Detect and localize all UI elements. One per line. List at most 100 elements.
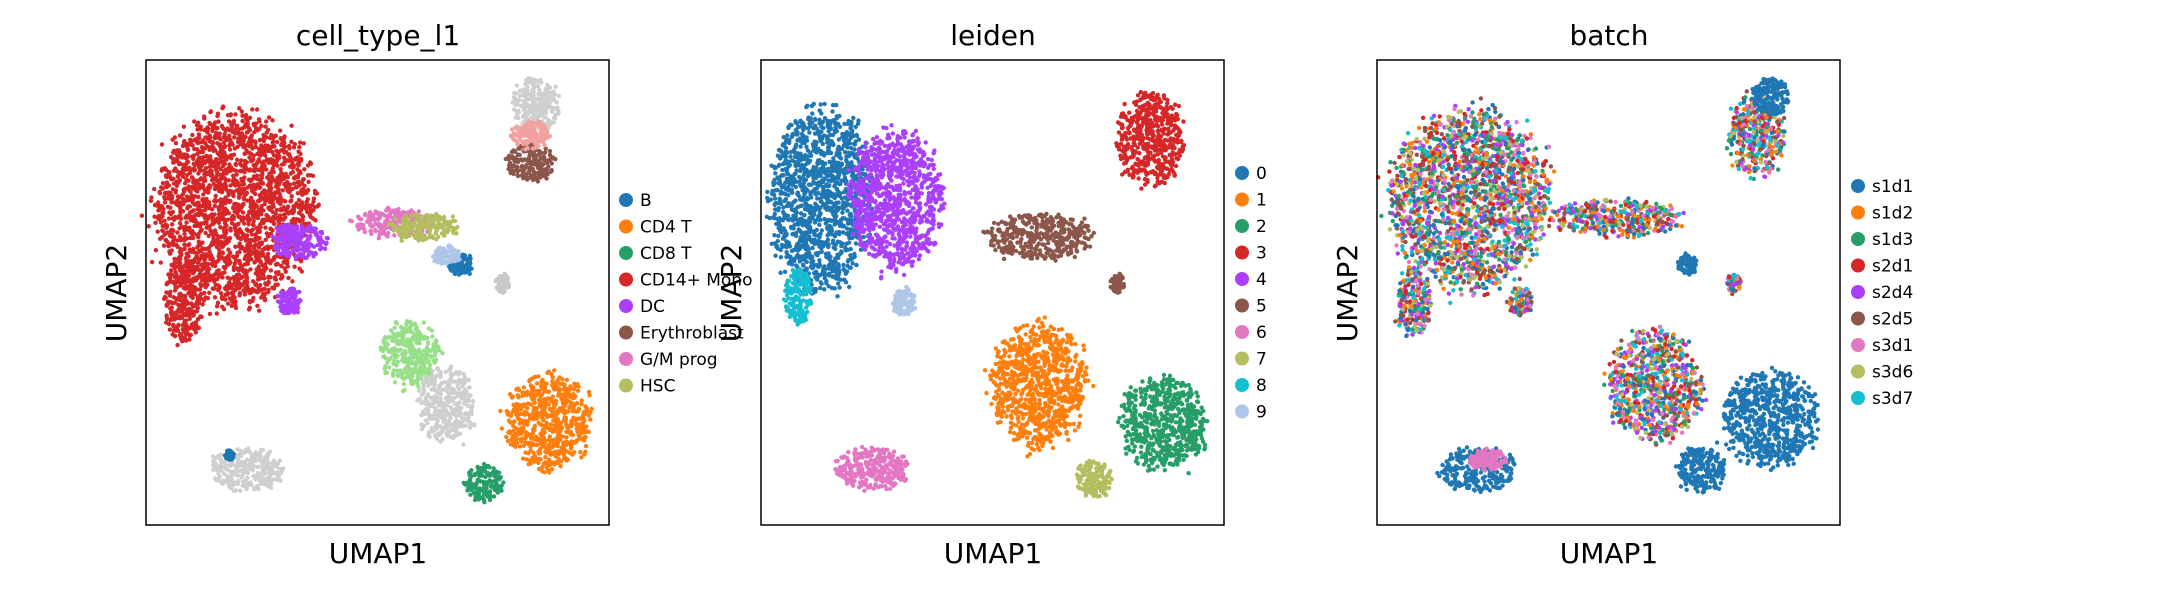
scatter-point xyxy=(164,290,168,294)
scatter-point xyxy=(204,166,208,170)
scatter-point xyxy=(140,214,144,218)
scatter-point xyxy=(217,285,221,289)
scatter-point xyxy=(172,181,176,185)
scatter-point xyxy=(515,83,519,87)
scatter-point xyxy=(195,233,199,237)
scatter-point xyxy=(230,124,234,128)
scatter-point xyxy=(289,309,293,313)
scatter-point xyxy=(545,415,549,419)
scatter-point xyxy=(168,272,172,276)
scatter-point xyxy=(253,192,257,196)
scatter-point xyxy=(400,337,404,341)
scatter-point xyxy=(577,407,581,411)
scatter-point xyxy=(542,115,546,119)
scatter-point xyxy=(175,343,179,347)
scatter-point xyxy=(577,433,581,437)
scatter-point xyxy=(417,330,421,334)
scatter-point xyxy=(570,452,574,456)
scatter-point xyxy=(561,401,565,405)
scatter-point xyxy=(177,226,181,230)
scatter-point xyxy=(275,251,279,255)
scatter-point xyxy=(218,142,222,146)
scatter-point xyxy=(166,302,170,306)
scatter-point xyxy=(193,213,197,217)
scatter-point xyxy=(227,134,231,138)
scatter-point xyxy=(551,375,555,379)
scatter-point xyxy=(504,278,508,282)
scatter-point xyxy=(194,139,198,143)
scatter-point xyxy=(550,398,554,402)
scatter-point xyxy=(257,228,261,232)
scatter-point xyxy=(211,286,215,290)
scatter-point xyxy=(453,219,457,223)
scatter-point xyxy=(259,260,263,264)
scatter-point xyxy=(279,148,283,152)
scatter-point xyxy=(581,429,585,433)
scatter-point xyxy=(569,446,573,450)
scatter-point xyxy=(508,431,512,435)
scatter-point xyxy=(222,134,226,138)
scatter-point xyxy=(570,439,574,443)
scatter-point xyxy=(544,160,548,164)
scatter-point xyxy=(538,97,542,101)
scatter-point xyxy=(165,282,169,286)
scatter-point xyxy=(530,138,534,142)
scatter-point xyxy=(455,249,459,253)
scatter-point xyxy=(418,370,422,374)
scatter-point xyxy=(248,116,252,120)
scatter-point xyxy=(428,220,432,224)
scatter-point xyxy=(227,155,231,159)
scatter-point xyxy=(363,213,367,217)
scatter-point xyxy=(242,125,246,129)
scatter-point xyxy=(301,247,305,251)
scatter-point xyxy=(368,229,372,233)
scatter-point xyxy=(536,84,540,88)
scatter-point xyxy=(182,139,186,143)
scatter-point xyxy=(165,316,169,320)
scatter-point xyxy=(240,119,244,123)
scatter-point xyxy=(537,88,541,92)
scatter-point xyxy=(256,250,260,254)
scatter-point xyxy=(531,153,535,157)
scatter-point xyxy=(200,145,204,149)
scatter-point xyxy=(408,229,412,233)
scatter-point xyxy=(512,95,516,99)
scatter-point xyxy=(448,220,452,224)
scatter-point xyxy=(213,295,217,299)
scatter-point xyxy=(282,156,286,160)
scatter-point xyxy=(521,93,525,97)
scatter-point xyxy=(356,215,360,219)
scatter-point xyxy=(187,284,191,288)
scatter-point xyxy=(537,421,541,425)
scatter-point xyxy=(385,342,389,346)
scatter-point xyxy=(206,190,210,194)
scatter-point xyxy=(164,185,168,189)
scatter-point xyxy=(556,112,560,116)
scatter-point xyxy=(181,167,185,171)
scatter-point xyxy=(516,116,520,120)
scatter-point xyxy=(560,450,564,454)
scatter-point xyxy=(515,169,519,173)
scatter-point xyxy=(395,321,399,325)
scatter-point xyxy=(545,90,549,94)
scatter-point xyxy=(228,147,232,151)
scatter-point xyxy=(168,234,172,238)
scatter-point xyxy=(290,161,294,165)
scatter-point xyxy=(565,442,569,446)
scatter-point xyxy=(293,302,297,306)
scatter-point xyxy=(293,239,297,243)
scatter-point xyxy=(468,272,472,276)
scatter-point xyxy=(164,320,168,324)
scatter-point xyxy=(180,304,184,308)
scatter-point xyxy=(257,287,261,291)
scatter-point xyxy=(249,290,253,294)
scatter-point xyxy=(208,228,212,232)
scatter-point xyxy=(237,106,241,110)
scatter-point xyxy=(190,266,194,270)
scatter-point xyxy=(423,357,427,361)
scatter-point xyxy=(296,191,300,195)
scatter-point xyxy=(271,140,275,144)
scatter-point xyxy=(203,128,207,132)
scatter-point xyxy=(270,196,274,200)
scatter-point xyxy=(295,180,299,184)
